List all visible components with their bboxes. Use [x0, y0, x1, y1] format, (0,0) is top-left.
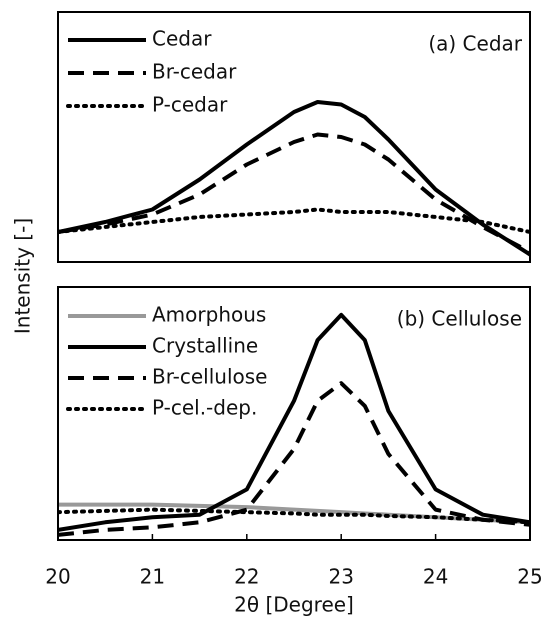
panel-title: (a) Cedar — [428, 32, 522, 56]
legend-label: Br-cedar — [152, 60, 237, 84]
series-line — [58, 381, 530, 537]
x-tick-label: 22 — [234, 565, 259, 589]
legend-label: Amorphous — [152, 303, 266, 327]
series-line — [58, 132, 530, 254]
legend-label: Crystalline — [152, 334, 258, 358]
x-tick-label: 25 — [517, 565, 542, 589]
series-line — [58, 507, 530, 525]
plot-frame — [57, 11, 531, 263]
legend-label: P-cel.-dep. — [152, 396, 257, 420]
panel-title: (b) Cellulose — [397, 307, 522, 331]
x-tick-label: 24 — [423, 565, 448, 589]
series-line — [58, 100, 530, 257]
x-tick-label: 20 — [45, 565, 70, 589]
plot-frame — [57, 286, 531, 541]
y-axis-label: Intensity [-] — [11, 218, 35, 334]
legend-label: P-cedar — [152, 93, 228, 117]
x-tick-label: 23 — [328, 565, 353, 589]
x-axis-label: 2θ [Degree] — [234, 593, 354, 617]
legend-label: Br-cellulose — [152, 365, 268, 389]
series-line — [58, 207, 530, 234]
legend-label: Cedar — [152, 27, 212, 51]
series-line — [58, 312, 530, 532]
x-tick-label: 21 — [140, 565, 165, 589]
